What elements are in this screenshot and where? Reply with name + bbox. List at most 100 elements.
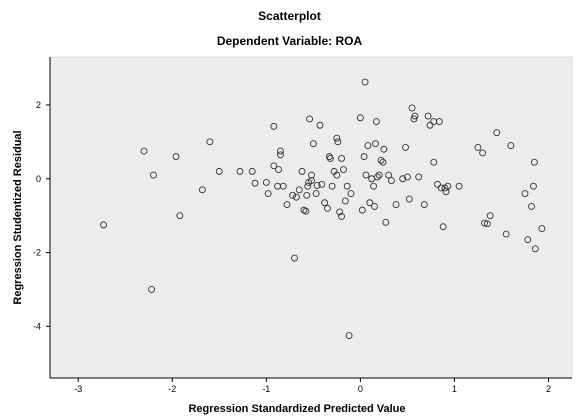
data-point	[312, 190, 320, 197]
data-point	[198, 186, 206, 194]
data-point	[402, 143, 409, 151]
data-point	[382, 218, 390, 226]
points-layer	[100, 78, 546, 340]
data-point	[356, 114, 364, 122]
y-tick-label: -2	[33, 248, 41, 258]
data-point	[371, 202, 378, 210]
data-point	[403, 173, 411, 181]
data-point	[333, 171, 341, 179]
data-point	[415, 173, 423, 181]
data-point	[366, 199, 374, 207]
data-point	[479, 149, 487, 157]
data-point	[275, 166, 283, 173]
data-point	[360, 153, 368, 161]
data-point	[298, 167, 306, 175]
data-point	[411, 112, 419, 120]
chart-subtitle: Dependent Variable: ROA	[216, 34, 363, 48]
data-point	[372, 118, 380, 126]
data-point	[236, 167, 244, 175]
data-point	[385, 171, 393, 179]
data-point	[326, 155, 334, 162]
data-point	[529, 182, 537, 190]
data-point	[377, 156, 385, 164]
data-point	[339, 166, 347, 173]
data-point	[524, 236, 532, 244]
data-point	[324, 204, 331, 212]
data-point	[334, 138, 342, 146]
data-point	[276, 147, 284, 155]
data-point	[364, 142, 372, 150]
data-point	[455, 182, 463, 190]
data-point	[380, 145, 388, 153]
data-point	[424, 112, 432, 120]
y-axis: -4 -2 0 2	[33, 100, 50, 331]
data-point	[279, 182, 287, 190]
data-point	[289, 191, 297, 199]
data-point	[295, 186, 303, 194]
data-point	[308, 177, 315, 185]
x-tick-label: 0	[358, 384, 363, 394]
x-axis-title: Regression Standardized Predicted Value	[188, 403, 405, 415]
data-point	[215, 167, 223, 175]
data-point	[399, 175, 407, 183]
data-point	[370, 182, 377, 190]
y-axis-title: Regression Studentized Residual	[12, 130, 24, 304]
data-point	[150, 171, 157, 179]
data-point	[434, 180, 441, 188]
data-point	[248, 167, 256, 175]
data-point	[439, 223, 447, 231]
plot-area	[49, 56, 573, 379]
x-axis: -3 -2 -1 0 1 2	[74, 378, 551, 394]
data-point	[437, 184, 445, 192]
data-point	[408, 104, 416, 112]
data-point	[176, 212, 184, 220]
data-point	[338, 212, 346, 220]
data-point	[430, 158, 438, 166]
data-point	[358, 206, 366, 214]
data-point	[300, 206, 308, 214]
data-point	[528, 202, 536, 210]
data-point	[405, 195, 413, 203]
x-tick-label: -3	[74, 384, 82, 394]
x-tick-label: -2	[168, 384, 176, 394]
data-point	[172, 153, 180, 161]
data-point	[507, 142, 515, 150]
x-tick-label: 1	[452, 384, 457, 394]
data-point	[493, 129, 501, 137]
x-tick-label: -1	[262, 384, 270, 394]
data-point	[362, 171, 370, 179]
data-point	[264, 190, 272, 197]
data-point	[292, 193, 300, 201]
data-point	[318, 180, 326, 188]
y-tick-label: 2	[36, 100, 41, 110]
data-point	[521, 190, 529, 197]
y-tick-label: 0	[36, 174, 41, 184]
data-point	[538, 225, 546, 233]
data-point	[387, 177, 395, 185]
data-point	[379, 158, 387, 166]
data-point	[474, 143, 482, 151]
data-point	[375, 171, 383, 179]
data-point	[481, 219, 488, 227]
data-point	[309, 140, 317, 148]
data-point	[291, 254, 298, 262]
data-point	[270, 162, 278, 170]
data-point	[308, 171, 315, 179]
data-point	[333, 134, 341, 142]
data-point	[304, 182, 312, 190]
data-point	[303, 191, 311, 199]
data-point	[426, 121, 434, 129]
data-point	[328, 182, 336, 190]
data-point	[392, 201, 400, 209]
data-point	[336, 208, 344, 216]
data-point	[345, 332, 353, 340]
data-point	[371, 140, 379, 148]
data-point	[306, 115, 314, 123]
data-point	[100, 221, 108, 229]
data-point	[316, 121, 324, 129]
x-tick-label: 2	[546, 384, 551, 394]
data-point	[486, 212, 494, 220]
data-point	[361, 78, 369, 86]
